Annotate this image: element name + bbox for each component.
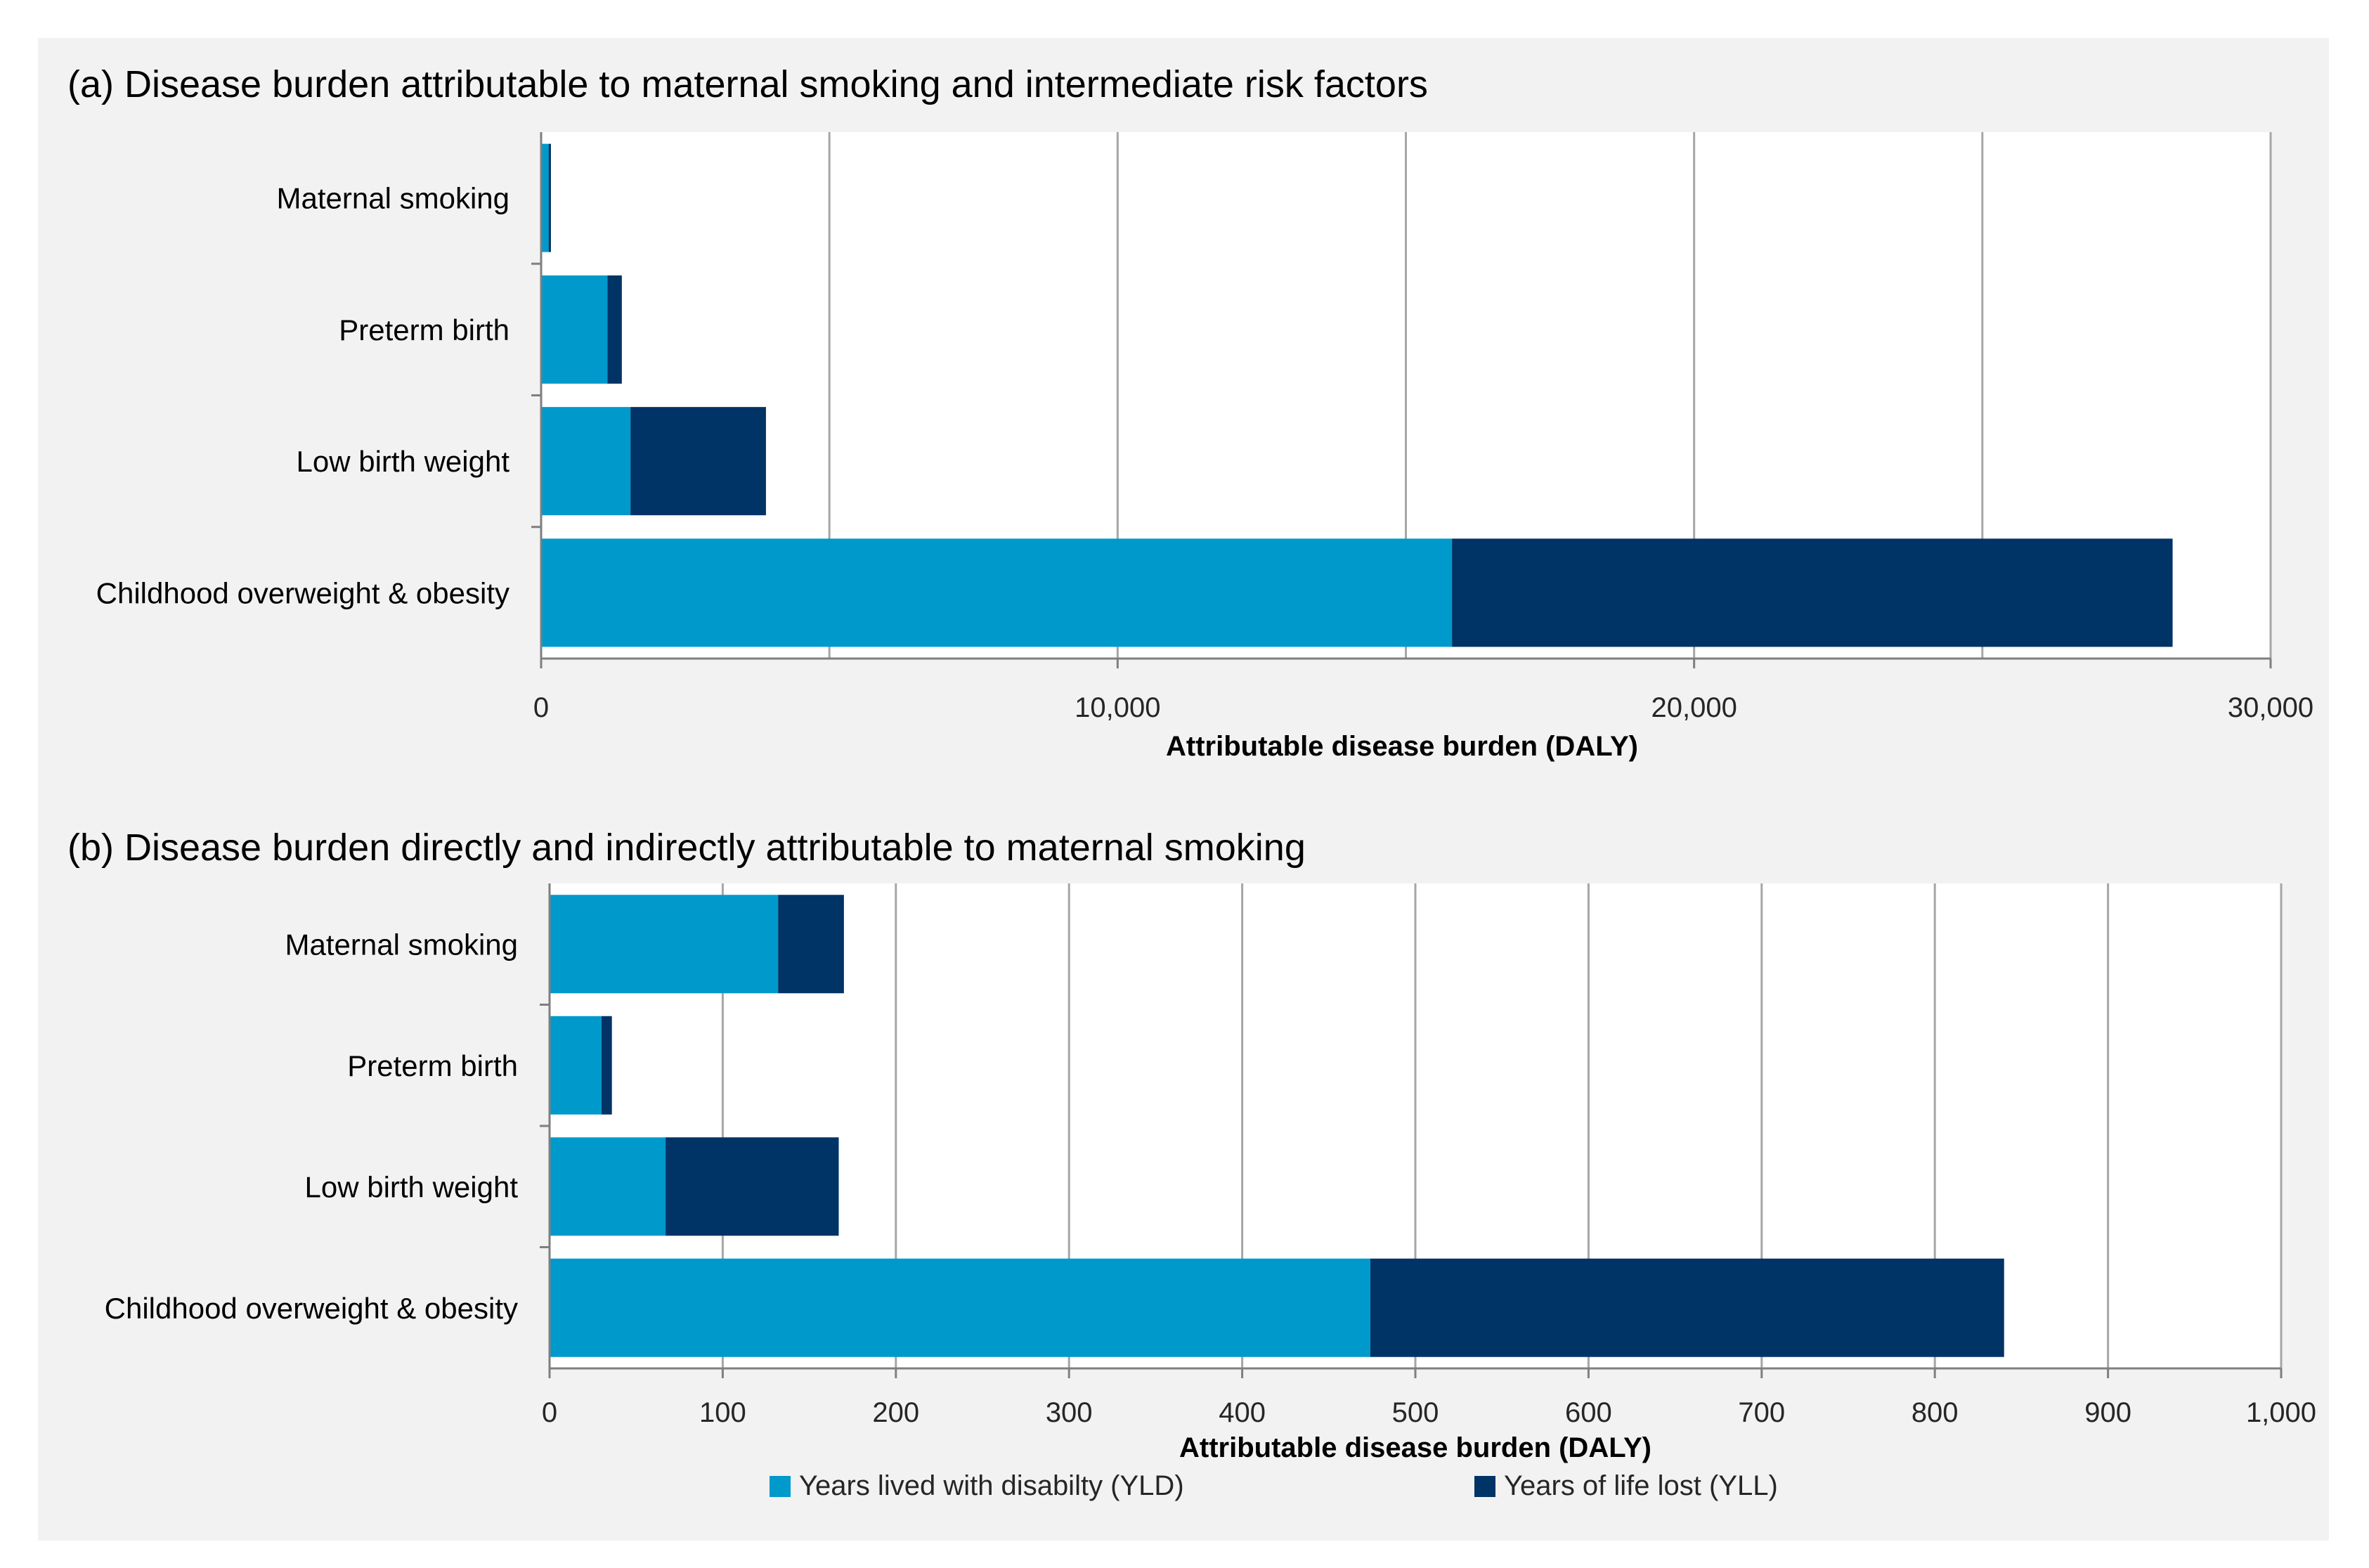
legend-swatch-yll <box>1474 1475 1495 1497</box>
legend-item-yll: Years of life lost (YLL) <box>1474 1470 1778 1502</box>
category-label-a-3: Childhood overweight & obesity <box>96 576 510 609</box>
bar-a-yll-3 <box>1452 538 2173 647</box>
x-tick-label-a-3: 30,000 <box>2228 692 2313 723</box>
legend-item-yld: Years lived with disabilty (YLD) <box>770 1470 1184 1502</box>
chart-legend: Years lived with disabilty (YLD) Years o… <box>0 1470 2369 1512</box>
x-tick-label-b-9: 900 <box>2084 1397 2131 1428</box>
x-tick-label-b-1: 100 <box>699 1397 746 1428</box>
x-tick-label-a-1: 10,000 <box>1075 692 1160 723</box>
x-axis-label-a: Attributable disease burden (DALY) <box>1166 731 1638 762</box>
bar-b-yld-1 <box>550 1016 602 1115</box>
legend-label-yld: Years lived with disabilty (YLD) <box>799 1470 1184 1501</box>
x-tick-label-b-5: 500 <box>1392 1397 1439 1428</box>
bar-a-yld-3 <box>541 538 1453 647</box>
x-axis-label-b: Attributable disease burden (DALY) <box>1179 1432 1651 1463</box>
x-tick-label-a-0: 0 <box>533 692 549 723</box>
bar-b-yll-3 <box>1370 1258 2004 1357</box>
x-tick-label-b-6: 600 <box>1565 1397 1612 1428</box>
category-label-b-0: Maternal smoking <box>285 928 518 961</box>
category-label-b-1: Preterm birth <box>347 1049 518 1082</box>
legend-swatch-yld <box>770 1475 791 1497</box>
category-label-b-2: Low birth weight <box>305 1170 519 1203</box>
x-tick-label-b-10: 1,000 <box>2246 1397 2316 1428</box>
bar-b-yld-3 <box>550 1258 1370 1357</box>
x-tick-label-b-2: 200 <box>872 1397 919 1428</box>
chart-title-a: (a) Disease burden attributable to mater… <box>67 63 1428 105</box>
bar-a-yll-2 <box>630 407 766 516</box>
category-label-a-2: Low birth weight <box>297 445 510 478</box>
category-label-a-1: Preterm birth <box>339 313 510 346</box>
x-tick-label-a-2: 20,000 <box>1651 692 1737 723</box>
bar-b-yll-1 <box>601 1016 612 1115</box>
bar-a-yll-0 <box>548 143 551 252</box>
x-tick-label-b-7: 700 <box>1738 1397 1785 1428</box>
chart-panel-a: (a) Disease burden attributable to mater… <box>67 63 2313 762</box>
bar-a-yld-0 <box>541 143 549 252</box>
bar-a-yll-1 <box>607 275 622 384</box>
x-tick-label-b-3: 300 <box>1046 1397 1093 1428</box>
category-label-b-3: Childhood overweight & obesity <box>105 1292 518 1325</box>
bar-a-yld-1 <box>541 275 608 384</box>
x-tick-label-b-4: 400 <box>1219 1397 1266 1428</box>
bar-a-yld-2 <box>541 407 631 516</box>
chart-title-b: (b) Disease burden directly and indirect… <box>67 827 1306 869</box>
x-tick-label-b-8: 800 <box>1912 1397 1959 1428</box>
bar-b-yll-2 <box>666 1137 839 1236</box>
x-tick-label-b-0: 0 <box>542 1397 557 1428</box>
bar-b-yll-0 <box>778 895 844 994</box>
legend-label-yll: Years of life lost (YLL) <box>1504 1470 1778 1501</box>
chart-panel-b: (b) Disease burden directly and indirect… <box>67 827 2316 1463</box>
bar-b-yld-0 <box>550 895 779 994</box>
category-label-a-0: Maternal smoking <box>277 182 510 215</box>
bar-b-yld-2 <box>550 1137 666 1236</box>
